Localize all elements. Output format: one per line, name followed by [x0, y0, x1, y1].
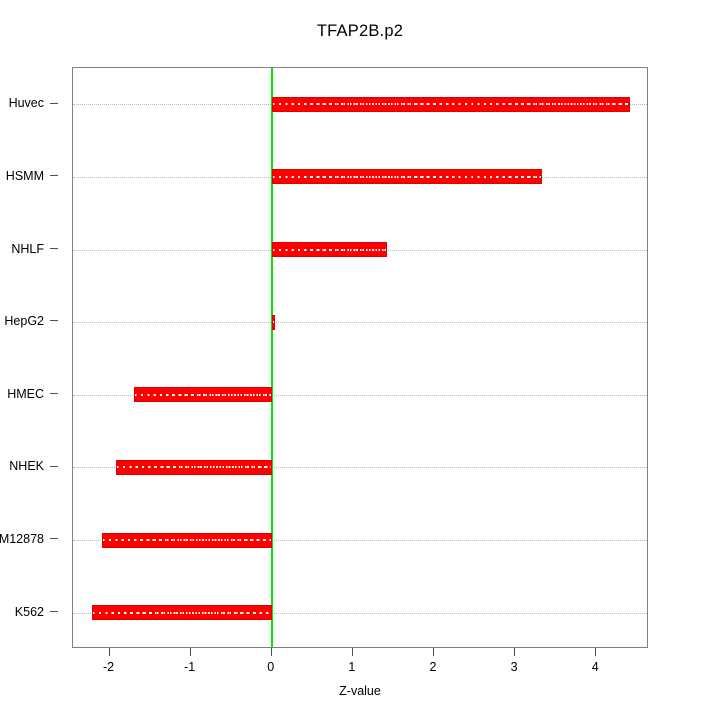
y-axis-tick: [50, 393, 58, 394]
bar-pattern: [272, 321, 274, 324]
bar: [102, 532, 272, 548]
y-axis-label-hsmm: HSMM: [5, 168, 44, 183]
bar: [271, 96, 630, 112]
zero-reference-line: [270, 68, 273, 647]
gridline: [73, 540, 647, 542]
x-axis-tick: [108, 648, 110, 656]
x-axis-tick-label: 4: [591, 660, 599, 674]
bar-pattern: [134, 393, 271, 396]
y-axis-tick: [50, 102, 58, 104]
gridline: [73, 467, 647, 469]
y-axis-label-nhek: NHEK: [9, 459, 44, 474]
y-axis-label-nhlf: NHLF: [11, 241, 44, 256]
x-axis-title: Z-value: [339, 684, 381, 698]
bar-pattern: [272, 103, 629, 106]
x-axis-tick: [514, 648, 516, 656]
bar: [271, 242, 387, 258]
x-axis: -2 -1 0 1 2 3 4: [72, 648, 648, 688]
bar: [271, 169, 542, 185]
x-axis-tick-label: 3: [510, 660, 518, 674]
x-axis-tick: [189, 648, 191, 656]
gridline: [73, 322, 647, 324]
plot-panel: [72, 67, 648, 648]
x-axis-tick-label: 2: [429, 660, 437, 674]
x-axis-tick: [433, 648, 434, 656]
y-axis-label-gm12878: GM12878: [0, 532, 44, 547]
bar-pattern: [272, 248, 386, 251]
bar-pattern: [116, 466, 271, 469]
x-axis-tick: [595, 648, 597, 656]
bar: [115, 459, 272, 475]
x-axis-tick: [351, 648, 353, 656]
bar-pattern: [93, 611, 271, 614]
gridline: [73, 394, 647, 396]
x-axis-tick-label: -1: [184, 660, 196, 674]
y-axis-tick: [50, 320, 58, 322]
y-axis-tick: [50, 610, 58, 612]
y-axis-tick: [50, 175, 58, 177]
y-axis-tick: [50, 465, 58, 467]
y-axis-label-hmec: HMEC: [7, 386, 44, 401]
y-axis-label-huvec: Huvec: [8, 96, 44, 111]
x-axis-tick-label: 0: [267, 660, 275, 674]
bar: [92, 605, 272, 621]
bar: [133, 387, 272, 403]
gridline: [73, 612, 647, 614]
y-axis-labels: Huvec HSMM NHLF HepG2 HMEC NHEK GM12878 K562: [0, 67, 58, 648]
x-axis-tick-label: -2: [102, 660, 115, 674]
y-axis-label-hepg2: HepG2: [4, 314, 44, 329]
x-axis-tick-label: 1: [348, 660, 356, 674]
chart-title: TFAP2B.p2: [316, 22, 404, 40]
bar: [271, 314, 275, 330]
bar-pattern: [272, 175, 541, 178]
bar-pattern: [103, 539, 271, 542]
y-axis-label-k562: K562: [14, 604, 44, 619]
y-axis-tick: [50, 538, 58, 540]
y-axis-tick: [50, 247, 58, 249]
x-axis-tick: [270, 648, 272, 656]
